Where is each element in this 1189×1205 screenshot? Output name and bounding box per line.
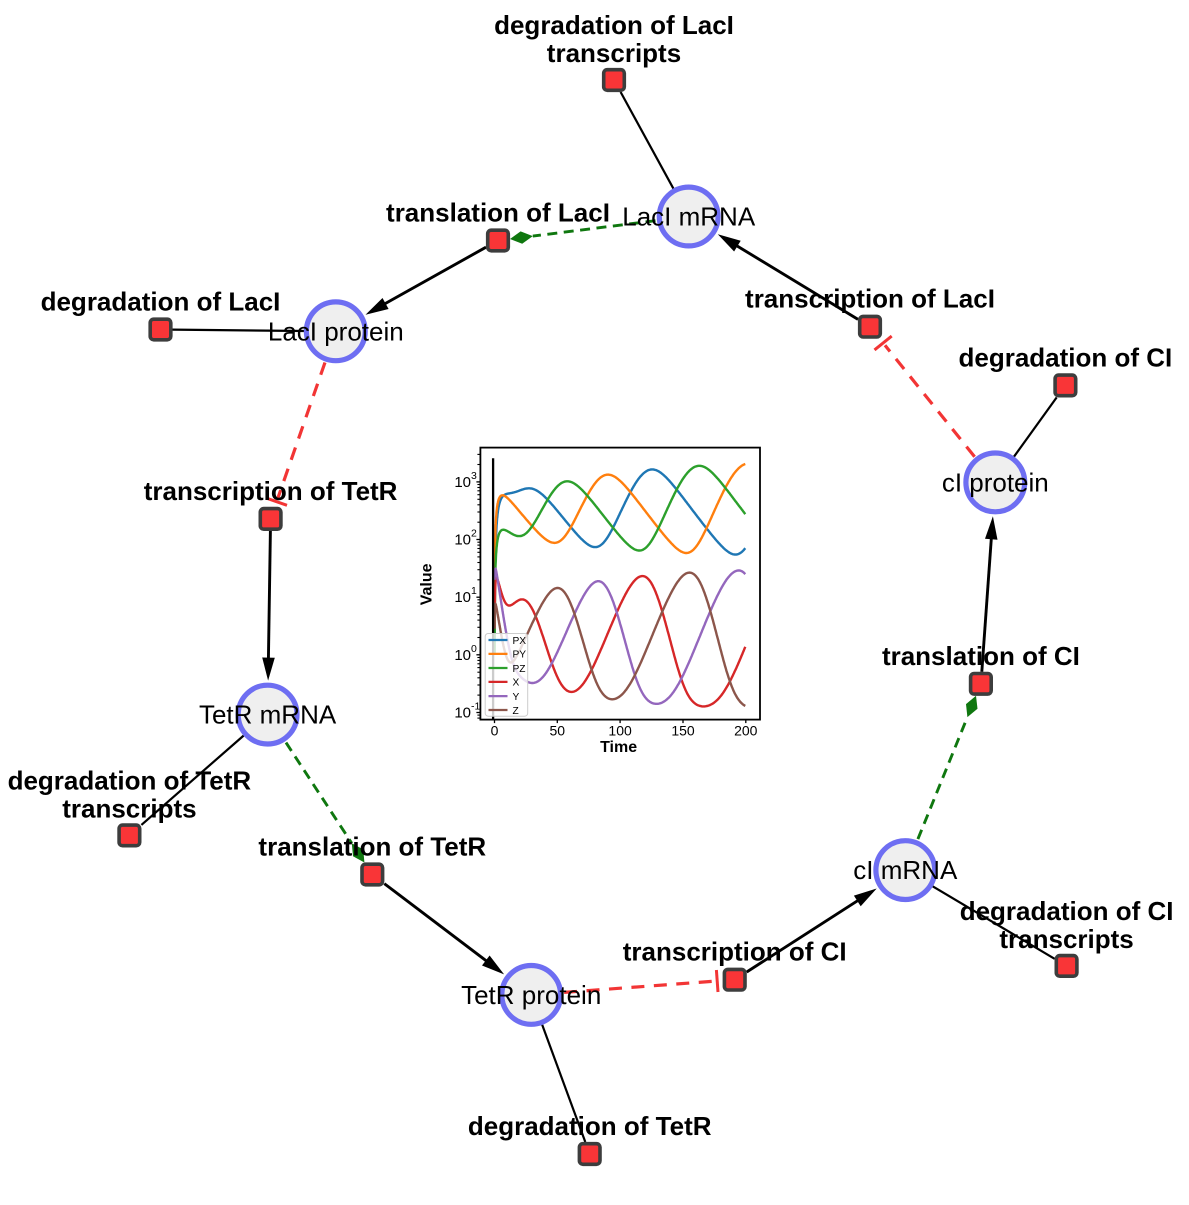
svg-text:LacI mRNA: LacI mRNA [622, 202, 756, 232]
svg-text:10: 10 [454, 647, 471, 664]
svg-text:2: 2 [471, 528, 477, 540]
svg-text:degradation of LacI: degradation of LacI [41, 287, 281, 317]
svg-text:10: 10 [454, 532, 471, 549]
svg-text:transcription of CI: transcription of CI [623, 937, 847, 967]
svg-text:LacI protein: LacI protein [268, 316, 404, 346]
svg-text:Time: Time [600, 739, 637, 756]
svg-text:X: X [513, 678, 520, 689]
svg-text:cI protein: cI protein [942, 467, 1049, 497]
svg-text:TetR protein: TetR protein [461, 980, 601, 1010]
svg-text:0: 0 [491, 723, 499, 739]
svg-text:Value: Value [418, 563, 435, 605]
svg-text:translation of TetR: translation of TetR [258, 832, 486, 862]
svg-text:PY: PY [513, 650, 527, 661]
svg-text:1: 1 [471, 585, 477, 597]
svg-text:3: 3 [471, 470, 477, 482]
svg-text:10: 10 [454, 705, 471, 722]
svg-text:50: 50 [550, 723, 566, 739]
svg-text:10: 10 [454, 474, 471, 491]
svg-text:PZ: PZ [513, 664, 526, 675]
svg-text:-1: -1 [471, 701, 480, 713]
svg-text:degradation of TetR: degradation of TetR [468, 1111, 712, 1141]
svg-text:degradation of LacI: degradation of LacI [494, 10, 734, 40]
svg-text:degradation of CI: degradation of CI [960, 896, 1174, 926]
svg-text:TetR mRNA: TetR mRNA [199, 700, 337, 730]
svg-text:150: 150 [671, 723, 695, 739]
svg-text:translation of CI: translation of CI [882, 641, 1080, 671]
svg-text:degradation of TetR: degradation of TetR [8, 765, 252, 795]
svg-text:transcription of TetR: transcription of TetR [144, 476, 398, 506]
svg-text:PX: PX [513, 636, 527, 647]
svg-text:0: 0 [471, 643, 477, 655]
svg-text:10: 10 [454, 589, 471, 606]
svg-text:Z: Z [513, 706, 519, 717]
svg-text:translation of LacI: translation of LacI [386, 198, 610, 228]
svg-text:200: 200 [734, 723, 758, 739]
svg-text:degradation of CI: degradation of CI [959, 342, 1173, 372]
svg-text:Y: Y [513, 692, 520, 703]
svg-text:transcripts: transcripts [547, 38, 681, 68]
svg-text:transcripts: transcripts [62, 793, 196, 823]
svg-text:100: 100 [608, 723, 632, 739]
svg-text:transcripts: transcripts [999, 924, 1133, 954]
svg-text:transcription of LacI: transcription of LacI [745, 284, 995, 314]
svg-text:cI mRNA: cI mRNA [853, 855, 958, 885]
